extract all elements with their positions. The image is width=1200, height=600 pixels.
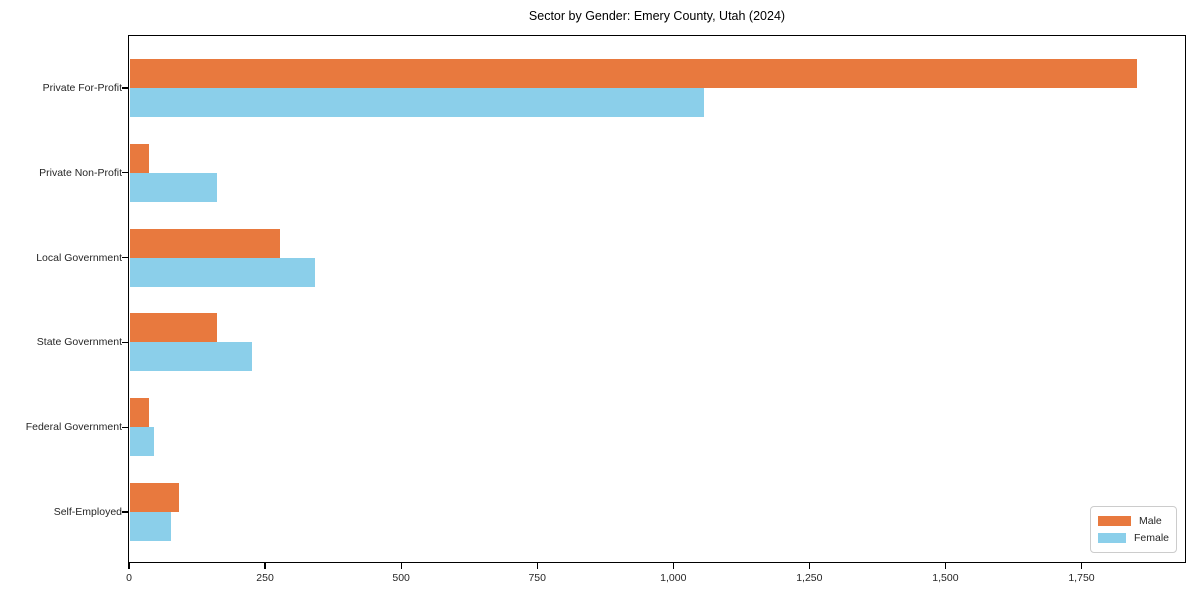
x-tick-mark — [264, 563, 266, 569]
bar-male-0 — [130, 59, 1137, 88]
y-axis-label: State Government — [36, 336, 122, 349]
x-axis-label: 500 — [392, 572, 410, 584]
legend-swatch-male — [1098, 516, 1131, 526]
bar-male-2 — [130, 228, 280, 258]
chart-title: Sector by Gender: Emery County, Utah (20… — [528, 9, 786, 23]
y-axis-label: Private For-Profit — [42, 82, 122, 94]
x-axis-label: 1,000 — [660, 572, 687, 584]
bar-female-5 — [130, 512, 171, 541]
x-tick-mark — [1080, 563, 1083, 569]
x-tick-mark — [128, 563, 130, 569]
y-axis-label: Federal Government — [25, 421, 122, 434]
y-tick-mark — [122, 426, 128, 428]
bar-male-4 — [130, 398, 150, 428]
bar-male-3 — [130, 313, 218, 343]
y-tick-mark — [122, 511, 128, 513]
bar-male-5 — [130, 483, 179, 512]
bar-female-0 — [130, 88, 705, 117]
x-axis-label: 0 — [126, 572, 132, 584]
y-axis-label: Self-Employed — [53, 506, 122, 518]
y-tick-mark — [122, 257, 128, 259]
y-tick-mark — [122, 87, 128, 89]
y-tick-mark — [122, 172, 128, 174]
x-axis-label: 1,500 — [932, 572, 959, 584]
legend-item-female: Female — [1098, 532, 1169, 544]
bar-female-3 — [130, 342, 253, 372]
legend-label-female: Female — [1133, 532, 1169, 544]
legend-label-male: Male — [1139, 515, 1162, 527]
x-tick-mark — [944, 563, 946, 569]
y-axis-label: Local Government — [36, 251, 122, 264]
x-tick-mark — [808, 563, 810, 569]
x-tick-mark — [536, 563, 538, 569]
x-axis-label: 250 — [256, 572, 274, 584]
x-tick-mark — [400, 563, 402, 569]
y-axis-label: Private Non-Profit — [39, 166, 122, 179]
x-axis-label: 1,750 — [1068, 572, 1095, 584]
bar-female-2 — [130, 257, 316, 287]
bar-female-4 — [130, 427, 155, 457]
legend-swatch-female — [1098, 533, 1126, 543]
bar-male-1 — [130, 143, 150, 173]
x-axis-label: 1,250 — [796, 572, 823, 584]
x-axis-label: 750 — [528, 572, 546, 584]
bar-female-1 — [130, 172, 218, 202]
y-tick-mark — [122, 341, 128, 343]
legend: Male Female — [1090, 506, 1177, 553]
plot-area — [128, 35, 1186, 563]
x-tick-mark — [672, 563, 674, 569]
legend-item-male: Male — [1098, 515, 1169, 527]
